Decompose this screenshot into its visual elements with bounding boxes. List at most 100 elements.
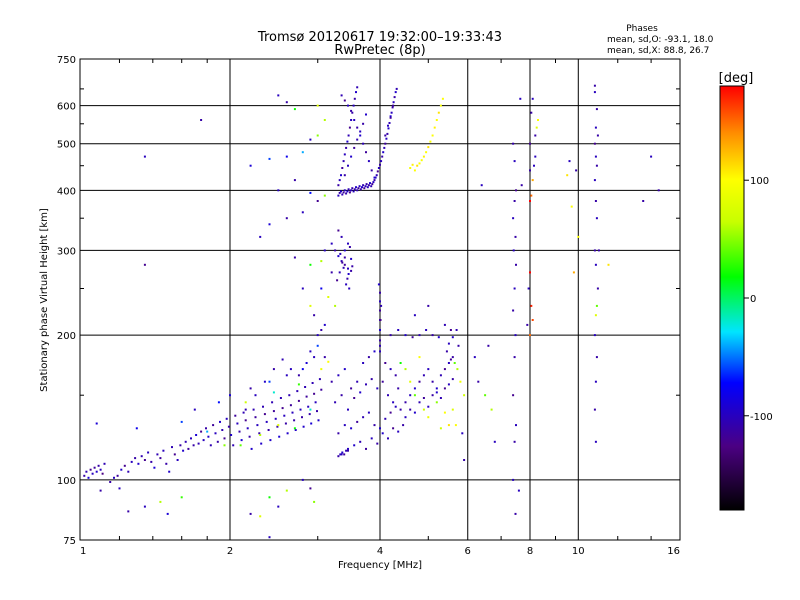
data-point [343, 153, 346, 156]
data-point [362, 362, 365, 364]
data-point [337, 455, 340, 458]
data-point [236, 422, 239, 425]
data-point [343, 174, 346, 177]
data-point [596, 134, 599, 137]
data-point [413, 411, 416, 414]
data-point [376, 442, 379, 445]
data-point [527, 287, 530, 290]
data-point [310, 422, 313, 425]
data-point [350, 155, 353, 158]
data-point [307, 405, 310, 408]
data-point [277, 94, 280, 97]
data-point [99, 489, 102, 492]
data-point [454, 424, 457, 427]
data-point [320, 388, 323, 391]
data-point [411, 163, 414, 166]
data-point [249, 164, 252, 167]
data-point [101, 472, 104, 475]
data-point [347, 447, 349, 450]
data-point [342, 191, 345, 194]
data-point [399, 408, 402, 411]
data-point [316, 334, 319, 337]
x-axis-label: Frequency [MHz] [338, 560, 422, 571]
data-point [350, 269, 353, 272]
y-axis-label: Stationary phase Virtual Height [km] [39, 208, 50, 392]
data-point [422, 374, 425, 377]
data-point [439, 427, 442, 430]
data-point [537, 119, 539, 121]
data-point [347, 242, 349, 245]
data-point [305, 362, 308, 364]
data-point [529, 142, 531, 145]
data-point [456, 368, 459, 371]
data-point [330, 271, 333, 274]
data-point [369, 182, 371, 185]
data-point [348, 287, 351, 290]
data-point [657, 189, 660, 192]
data-point [388, 122, 391, 124]
data-point [103, 462, 106, 465]
data-point [336, 279, 339, 282]
data-point [397, 329, 400, 331]
data-point [381, 432, 384, 435]
data-point [268, 496, 271, 499]
data-point [607, 263, 610, 266]
data-point [514, 334, 517, 337]
data-point [449, 329, 452, 331]
data-point [422, 408, 425, 411]
data-point [595, 356, 598, 359]
data-point [316, 134, 319, 137]
data-point [99, 468, 102, 471]
data-point [531, 97, 534, 100]
data-point [176, 459, 179, 461]
data-point [351, 265, 354, 268]
data-point [89, 468, 92, 471]
y-tick-label: 750 [57, 55, 76, 66]
data-point [490, 408, 493, 411]
data-point [650, 155, 653, 158]
data-point [376, 387, 379, 390]
data-point [593, 408, 596, 411]
data-point [371, 183, 374, 186]
data-point [463, 394, 466, 397]
data-point [277, 424, 280, 427]
data-point [353, 146, 356, 149]
data-point [337, 255, 340, 258]
data-point [418, 356, 421, 359]
data-point [337, 374, 340, 377]
data-point [338, 179, 341, 182]
data-point [420, 159, 423, 162]
data-point [447, 362, 450, 364]
data-point [566, 174, 569, 177]
data-point [339, 252, 342, 255]
data-point [389, 115, 392, 118]
data-point [513, 287, 516, 290]
data-point [341, 261, 344, 264]
data-point [392, 104, 395, 107]
data-point [529, 200, 531, 202]
data-point [225, 417, 228, 420]
scatter-points [83, 84, 660, 539]
data-point [445, 350, 448, 353]
data-point [361, 186, 363, 189]
data-point [206, 430, 209, 433]
data-point [274, 417, 277, 420]
data-point [596, 287, 599, 290]
colorbar-tick-label: 0 [750, 294, 756, 305]
data-point [348, 246, 351, 248]
data-point [367, 411, 370, 414]
data-point [350, 257, 353, 260]
data-point [248, 435, 251, 438]
data-point [293, 427, 296, 430]
data-point [379, 350, 381, 353]
data-point [123, 464, 126, 467]
data-point [337, 432, 340, 435]
data-point [340, 174, 342, 177]
data-point [309, 304, 312, 307]
data-point [520, 184, 523, 187]
data-point [377, 283, 380, 286]
chart-subtitle: RwPretec (8p) [334, 43, 425, 58]
data-point [330, 242, 333, 245]
data-point [379, 339, 381, 342]
data-point [513, 200, 516, 202]
